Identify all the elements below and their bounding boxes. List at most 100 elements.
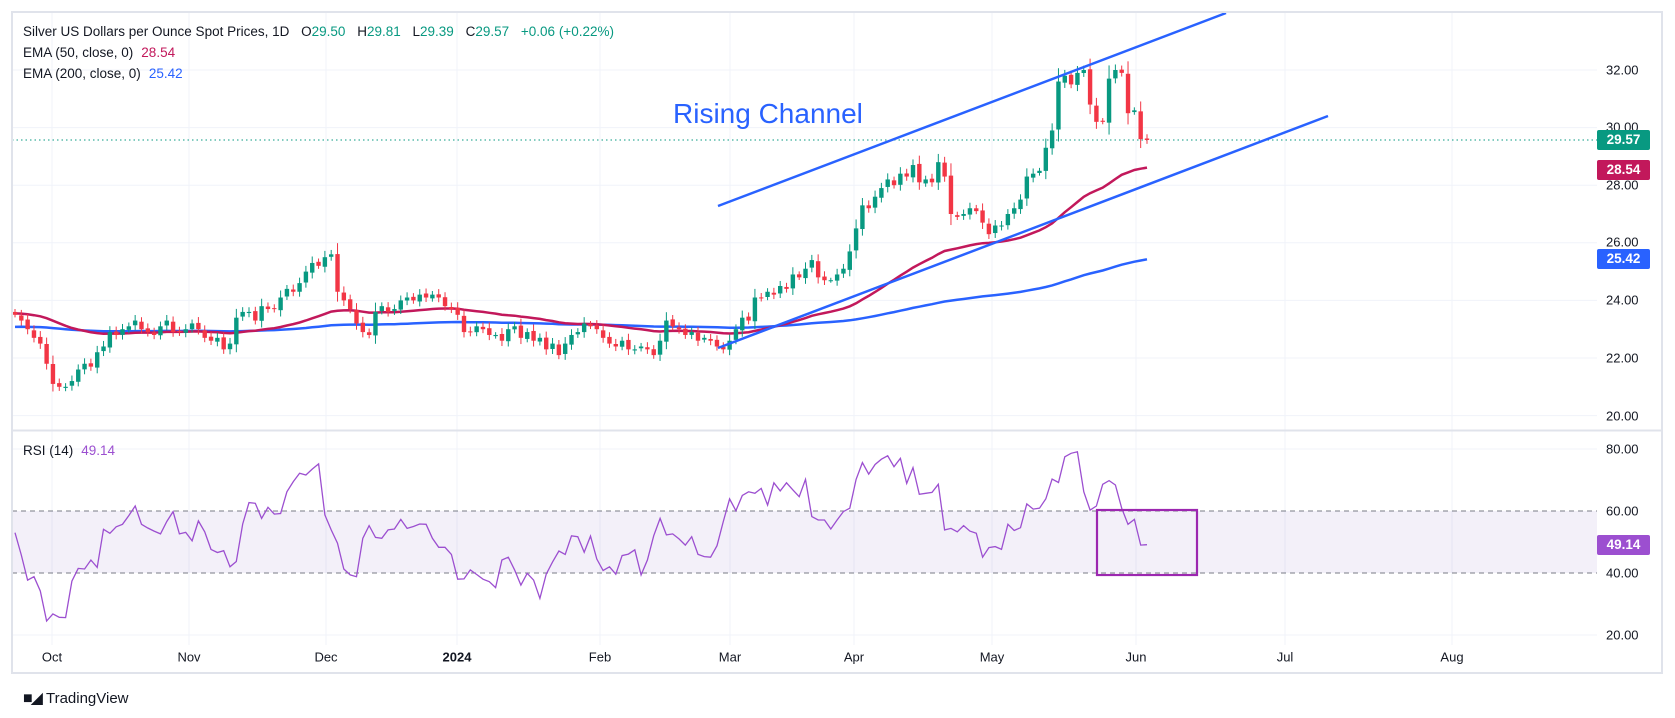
candle-body [955,215,960,217]
rsi-tick: 60.00 [1606,503,1639,519]
candle-body [506,329,511,342]
price-tick: 22.00 [1606,350,1639,366]
candle [297,277,302,297]
candle-body [234,317,239,345]
ema200-value: 25.42 [148,66,183,81]
candle [385,302,391,317]
candle [436,289,441,303]
rsi-highlight-box[interactable] [1095,508,1199,577]
rising-channel-label[interactable]: Rising Channel [673,98,863,129]
rsi-tick: 20.00 [1606,627,1639,643]
candle [980,203,985,229]
candle [917,155,922,190]
candle-body [95,352,100,368]
candle-body [468,331,473,333]
channel-upper-line[interactable] [717,11,1227,208]
candle [740,310,745,337]
candle-body [411,296,416,301]
candle-body [613,344,618,347]
candle [904,168,909,181]
candle [613,338,618,352]
candle [891,176,897,189]
candle [44,337,49,370]
candle-body [246,311,252,314]
candle [468,326,473,337]
channel-lower-line[interactable] [717,114,1329,350]
rsi-tick: 40.00 [1606,565,1639,581]
candle [993,220,998,238]
candle [151,327,157,340]
candle [373,302,378,344]
candles [12,58,1150,392]
candle-body [455,307,460,315]
candle [784,282,789,293]
candle-body [1132,110,1137,113]
candle [82,358,87,375]
candle [1138,101,1143,149]
candle-body [1094,105,1099,122]
candle [12,309,18,318]
candle [1106,65,1112,135]
candle-body [272,308,277,310]
candle-body [759,297,764,299]
candle [645,342,650,354]
candle-body [189,323,195,330]
ema50-badge: 28.54 [1597,160,1650,180]
candle-body [12,311,18,315]
candle [227,337,233,355]
candle [221,332,226,354]
legend-symbol-row: Silver US Dollars per Ounce Spot Prices,… [23,24,614,39]
candle [626,333,631,355]
candle [145,323,151,337]
candle-body [790,274,796,289]
candle-body [385,307,391,312]
symbol-title: Silver US Dollars per Ounce Spot Prices,… [23,24,290,39]
candle-body [493,334,498,337]
candle-body [1030,173,1036,178]
candle-body [721,346,726,350]
candle [322,250,328,273]
candle-body [101,346,106,352]
candle [291,284,296,297]
candle-body [113,331,119,335]
tradingview-logo-text: TradingView [45,689,129,707]
ema50-value: 28.54 [141,45,176,60]
candle-body [917,163,922,183]
candle [1119,65,1124,77]
candle-body [316,261,321,266]
candle [183,324,188,338]
candle-body [291,289,296,292]
candle-body [44,343,49,364]
price-tick: 28.00 [1606,177,1639,193]
candle-body [518,325,524,338]
low-label: L [412,24,421,39]
candle-body [1087,69,1093,105]
candle-body [664,320,669,342]
candle [809,254,815,273]
candle-body [38,336,43,344]
candle [879,182,884,203]
tradingview-logo[interactable]: ■◢ TradingView [23,688,129,708]
legend-rsi-row[interactable]: RSI (14) 49.14 [23,443,115,458]
candle-body [714,339,720,347]
candle-body [442,297,448,307]
legend-ema200-row[interactable]: EMA (200, close, 0) 25.42 [23,66,183,81]
candle [575,328,581,338]
candle-body [120,329,125,335]
candle [417,289,422,307]
legend-ema50-row[interactable]: EMA (50, close, 0) 28.54 [23,45,175,60]
candle [354,303,359,330]
candle [158,321,163,340]
candle-body [1075,72,1080,85]
candle [202,325,207,343]
candle-body [999,225,1004,227]
candle [411,293,416,304]
candle-body [303,271,309,283]
candle-body [202,330,207,338]
candle-body [562,343,568,354]
candle-body [967,208,973,215]
time-tick: Aug [1440,649,1464,665]
candle-body [885,179,890,187]
candle-body [1138,111,1143,140]
